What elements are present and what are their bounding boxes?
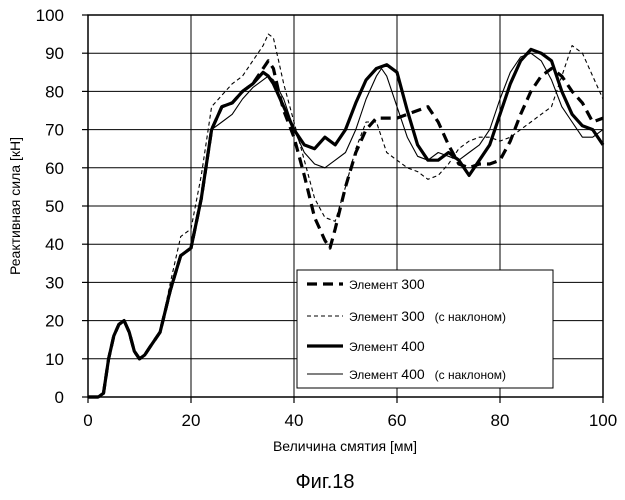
legend-number: 300: [401, 308, 425, 324]
x-tick-label: 20: [182, 411, 201, 430]
x-tick-label: 80: [491, 411, 510, 430]
chart: 0 10 20 30 40 50 60 70 80 90 100 0 20 40 60 80 100 Реак…: [0, 0, 625, 500]
y-tick-label: 30: [45, 273, 64, 292]
figure-caption: Фиг.18: [295, 471, 354, 493]
y-tick-label: 50: [45, 197, 64, 216]
legend-label-3: Элемент 400: [349, 338, 425, 354]
legend-suffix: (с наклоном): [435, 368, 506, 382]
y-tick-label: 20: [45, 312, 64, 331]
y-axis-title: Реактивная сила [кН]: [7, 137, 23, 275]
x-axis-title: Величина смятия [мм]: [273, 438, 417, 454]
legend-number: 300: [401, 276, 425, 292]
y-tick-label: 80: [45, 82, 64, 101]
x-tick-label: 0: [83, 411, 92, 430]
legend-name: Элемент: [349, 310, 401, 324]
y-tick-label: 100: [36, 6, 64, 25]
legend-suffix: (с наклоном): [435, 310, 506, 324]
y-tick-label: 0: [55, 388, 64, 407]
x-tick-label: 100: [589, 411, 617, 430]
legend-name: Элемент: [349, 368, 401, 382]
legend-label-1: Элемент 300: [349, 276, 425, 292]
y-tick-label: 10: [45, 350, 64, 369]
y-tick-label: 60: [45, 159, 64, 178]
x-axis-ticks: 0 20 40 60 80 100: [83, 397, 617, 430]
legend: Элемент 300Элемент 300(с наклоном)Элемен…: [297, 270, 553, 388]
x-tick-label: 60: [388, 411, 407, 430]
x-tick-label: 40: [285, 411, 304, 430]
legend-number: 400: [401, 366, 425, 382]
legend-number: 400: [401, 338, 425, 354]
legend-name: Элемент: [349, 278, 401, 292]
y-axis-ticks: 0 10 20 30 40 50 60 70 80 90 100: [36, 6, 88, 407]
legend-box: [297, 270, 553, 388]
y-tick-label: 40: [45, 235, 64, 254]
y-tick-label: 90: [45, 44, 64, 63]
legend-name: Элемент: [349, 340, 401, 354]
y-tick-label: 70: [45, 121, 64, 140]
